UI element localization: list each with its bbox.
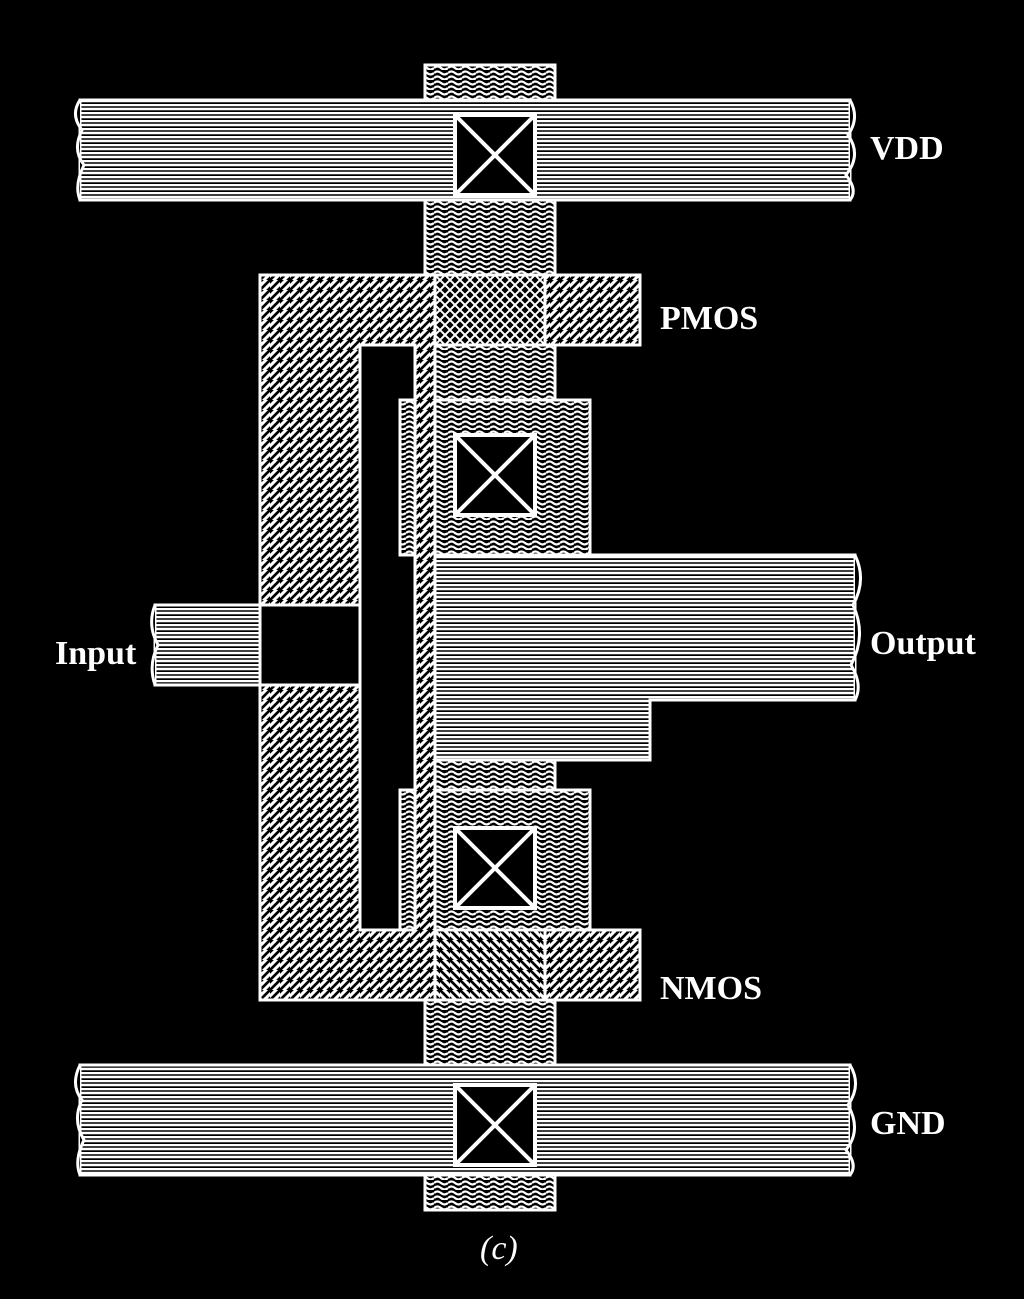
pmos-gate-patch (435, 275, 545, 345)
label-pmos: PMOS (660, 300, 758, 338)
contact-gnd (455, 1085, 535, 1165)
caption: (c) (480, 1230, 518, 1268)
label-vdd: VDD (870, 130, 944, 168)
contact-vdd (455, 115, 535, 195)
label-output: Output (870, 625, 976, 663)
contact-nmos-drain (455, 828, 535, 908)
label-nmos: NMOS (660, 970, 762, 1008)
cmos-layout-diagram: VDD PMOS Input Output NMOS GND (c) (0, 0, 1024, 1299)
nmos-gate-patch (435, 930, 545, 1000)
label-gnd: GND (870, 1105, 946, 1143)
label-input: Input (55, 635, 136, 673)
contact-pmos-drain (455, 435, 535, 515)
